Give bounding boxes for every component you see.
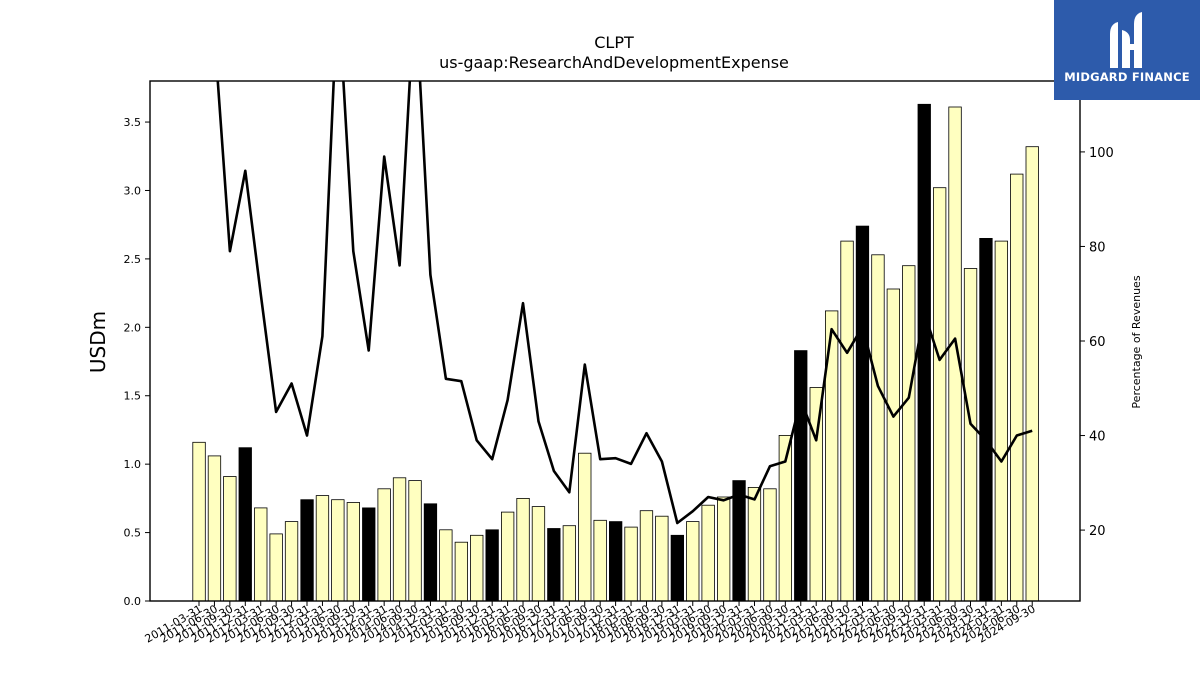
bar-2022-03-31 <box>871 254 885 602</box>
bar-2018-03-31 <box>624 526 638 602</box>
brand-logo-text: MIDGARD FINANCE <box>1064 70 1190 84</box>
bar-2011-06-30 <box>207 455 222 602</box>
bar-2016-12-31 <box>547 528 561 602</box>
y2-tick-label: 100 <box>1089 146 1114 161</box>
bar-2015-06-30 <box>454 541 469 602</box>
bar-2021-12-31 <box>855 225 870 602</box>
bar-2017-03-31 <box>562 525 576 602</box>
y-tick-label: 0.5 <box>124 527 142 540</box>
y-tick-label: 2.0 <box>124 321 142 334</box>
chart-title: CLPT <box>594 33 634 52</box>
chart-subtitle: us-gaap:ResearchAndDevelopmentExpense <box>439 53 789 72</box>
bar-2022-06-30 <box>886 288 900 602</box>
brand-logo: MIDGARD FINANCE <box>1054 0 1200 100</box>
bar-2021-09-30 <box>840 240 854 602</box>
bar-2016-09-30 <box>531 506 546 602</box>
bar-2024-06-30 <box>1010 173 1024 602</box>
bar-2019-06-30 <box>701 504 715 602</box>
brand-mark-icon <box>1110 12 1142 68</box>
bar-2016-06-30 <box>516 497 530 602</box>
bar-2019-03-31 <box>686 521 700 602</box>
bar-2018-06-30 <box>639 510 654 602</box>
percentage-of-revenues-line <box>216 81 1033 525</box>
bar-2024-09-30 <box>1025 146 1039 602</box>
bar-2018-12-31 <box>670 534 684 602</box>
bar-2020-03-31 <box>747 486 762 602</box>
bar-2012-03-31 <box>254 507 268 602</box>
bar-2019-12-31 <box>732 480 746 602</box>
y2-tick-label: 80 <box>1089 240 1106 255</box>
bar-2013-03-31 <box>315 495 330 602</box>
y2-tick-label: 20 <box>1089 524 1106 539</box>
bar-2014-09-30 <box>408 480 422 602</box>
bar-2011-09-30 <box>223 476 237 602</box>
bar-2014-06-30 <box>392 477 407 602</box>
bar-2022-09-30 <box>902 265 916 602</box>
bar-2015-09-30 <box>470 534 484 602</box>
bar-2017-06-30 <box>578 452 592 602</box>
bar-2022-12-31 <box>917 103 931 602</box>
bar-2023-06-30 <box>948 106 962 602</box>
y-axis-label: USDm <box>86 311 110 373</box>
bar-2014-12-31 <box>423 503 438 602</box>
bar-2011-03-31 <box>192 441 206 602</box>
bar-2021-03-31 <box>809 387 823 602</box>
bar-2015-03-31 <box>439 529 453 602</box>
y-tick-label: 0.0 <box>124 595 142 608</box>
y-tick-label: 1.0 <box>124 458 142 471</box>
y2-tick-label: 60 <box>1089 335 1106 350</box>
bar-2011-12-31 <box>238 447 252 602</box>
bar-2020-06-30 <box>763 488 777 602</box>
bar-2018-09-30 <box>655 515 669 602</box>
bar-2015-12-31 <box>485 529 499 602</box>
y-tick-label: 3.5 <box>124 116 142 129</box>
bar-2012-09-30 <box>284 521 299 602</box>
bar-2012-12-31 <box>300 499 314 602</box>
bar-2013-09-30 <box>346 502 361 602</box>
bar-2023-03-31 <box>933 187 947 602</box>
y2-tick-label: 40 <box>1089 430 1106 445</box>
bar-2023-12-31 <box>979 237 993 602</box>
bar-2020-12-31 <box>794 350 808 602</box>
bar-2016-03-31 <box>500 511 515 602</box>
bar-2012-06-30 <box>269 533 283 602</box>
bar-2023-09-30 <box>963 268 978 602</box>
y-tick-label: 2.5 <box>124 253 142 266</box>
bar-2017-12-31 <box>609 521 623 602</box>
y-tick-label: 1.5 <box>124 390 142 403</box>
bar-2024-03-31 <box>994 240 1008 602</box>
y2-axis-label: Percentage of Revenues <box>1130 275 1143 408</box>
y-tick-label: 3.0 <box>124 184 142 197</box>
bar-2013-12-31 <box>362 507 376 602</box>
bar-2014-03-31 <box>377 488 391 602</box>
bar-2019-09-30 <box>717 496 731 602</box>
bar-2017-09-30 <box>593 519 607 602</box>
bar-2013-06-30 <box>331 499 345 602</box>
